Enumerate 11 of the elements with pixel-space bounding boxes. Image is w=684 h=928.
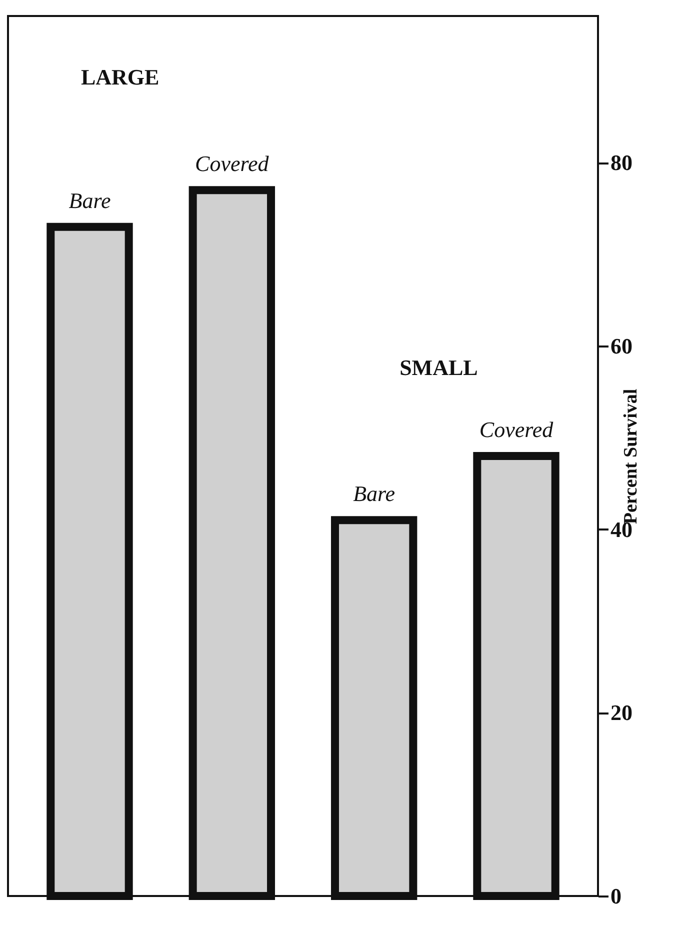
y-axis-title: Percent Survival bbox=[620, 388, 642, 524]
y-tick-label: 20 bbox=[610, 700, 632, 726]
annotation: SMALL bbox=[400, 355, 478, 380]
x-tick-label: Bare bbox=[353, 481, 396, 506]
y-tick-label: 0 bbox=[610, 884, 622, 908]
annotation: LARGE bbox=[80, 64, 160, 90]
x-tick-label: Covered bbox=[195, 151, 270, 176]
y-tick-label: 60 bbox=[610, 334, 632, 358]
x-tick-label: Bare bbox=[68, 188, 111, 213]
y-tick-label: 80 bbox=[610, 150, 632, 176]
x-tick-label: Covered bbox=[479, 417, 554, 442]
